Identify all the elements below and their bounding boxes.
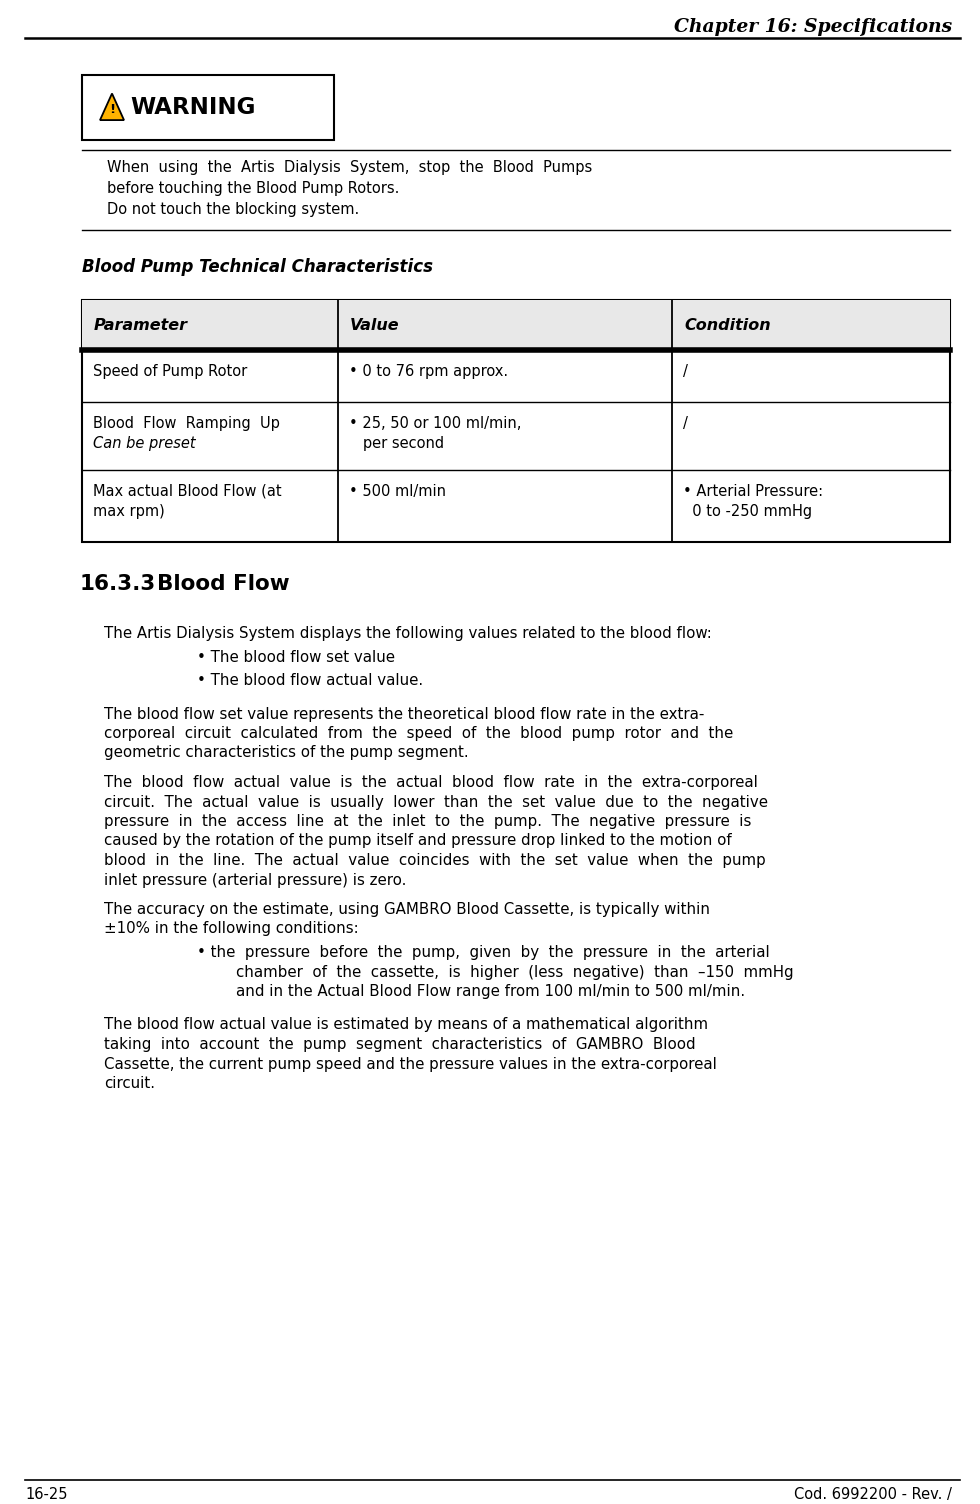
Text: pressure  in  the  access  line  at  the  inlet  to  the  pump.  The  negative  : pressure in the access line at the inlet… (104, 814, 752, 829)
Polygon shape (100, 93, 124, 120)
Text: circuit.: circuit. (104, 1075, 155, 1090)
Text: The blood flow set value represents the theoretical blood flow rate in the extra: The blood flow set value represents the … (104, 707, 705, 722)
Text: and in the Actual Blood Flow range from 100 ml/min to 500 ml/min.: and in the Actual Blood Flow range from … (217, 984, 745, 999)
Text: Blood Pump Technical Characteristics: Blood Pump Technical Characteristics (82, 259, 433, 277)
Text: before touching the Blood Pump Rotors.: before touching the Blood Pump Rotors. (107, 180, 400, 196)
Text: • Arterial Pressure:: • Arterial Pressure: (683, 484, 823, 499)
Text: !: ! (109, 102, 115, 116)
Text: Value: Value (350, 319, 400, 334)
Text: 16-25: 16-25 (25, 1487, 68, 1502)
Text: circuit.  The  actual  value  is  usually  lower  than  the  set  value  due  to: circuit. The actual value is usually low… (104, 794, 768, 809)
Text: WARNING: WARNING (130, 96, 256, 119)
Text: Cassette, the current pump speed and the pressure values in the extra-corporeal: Cassette, the current pump speed and the… (104, 1056, 717, 1071)
Text: chamber  of  the  cassette,  is  higher  (less  negative)  than  –150  mmHg: chamber of the cassette, is higher (less… (217, 964, 794, 979)
Text: Blood  Flow  Ramping  Up: Blood Flow Ramping Up (93, 417, 280, 432)
Text: • The blood flow actual value.: • The blood flow actual value. (197, 672, 423, 687)
Text: blood  in  the  line.  The  actual  value  coincides  with  the  set  value  whe: blood in the line. The actual value coin… (104, 853, 765, 868)
Text: Cod. 6992200 - Rev. /: Cod. 6992200 - Rev. / (794, 1487, 952, 1502)
Text: • 25, 50 or 100 ml/min,: • 25, 50 or 100 ml/min, (349, 417, 521, 432)
Text: Condition: Condition (684, 319, 770, 334)
Text: The  blood  flow  actual  value  is  the  actual  blood  flow  rate  in  the  ex: The blood flow actual value is the actua… (104, 775, 758, 790)
Text: max rpm): max rpm) (93, 504, 165, 519)
Text: corporeal  circuit  calculated  from  the  speed  of  the  blood  pump  rotor  a: corporeal circuit calculated from the sp… (104, 726, 733, 741)
Text: taking  into  account  the  pump  segment  characteristics  of  GAMBRO  Blood: taking into account the pump segment cha… (104, 1036, 696, 1051)
Text: The blood flow actual value is estimated by means of a mathematical algorithm: The blood flow actual value is estimated… (104, 1018, 709, 1033)
Text: Can be preset: Can be preset (93, 436, 196, 451)
Text: Blood Flow: Blood Flow (157, 575, 290, 594)
Text: /: / (683, 417, 688, 432)
Text: 16.3.3: 16.3.3 (80, 575, 156, 594)
Text: Max actual Blood Flow (at: Max actual Blood Flow (at (93, 484, 281, 499)
Text: ±10% in the following conditions:: ±10% in the following conditions: (104, 922, 359, 937)
Text: inlet pressure (arterial pressure) is zero.: inlet pressure (arterial pressure) is ze… (104, 872, 407, 887)
Text: When  using  the  Artis  Dialysis  System,  stop  the  Blood  Pumps: When using the Artis Dialysis System, st… (107, 159, 592, 174)
Bar (82, 299, 950, 541)
Text: Do not touch the blocking system.: Do not touch the blocking system. (107, 202, 360, 217)
Text: 0 to -250 mmHg: 0 to -250 mmHg (683, 504, 812, 519)
Text: caused by the rotation of the pump itself and pressure drop linked to the motion: caused by the rotation of the pump itsel… (104, 833, 732, 848)
Bar (82, 299, 950, 350)
Text: • 500 ml/min: • 500 ml/min (349, 484, 446, 499)
Text: per second: per second (349, 436, 444, 451)
Text: Parameter: Parameter (94, 319, 188, 334)
Text: /: / (683, 364, 688, 379)
Text: • The blood flow set value: • The blood flow set value (197, 650, 395, 665)
Text: Chapter 16: Specifications: Chapter 16: Specifications (674, 18, 952, 36)
Text: geometric characteristics of the pump segment.: geometric characteristics of the pump se… (104, 746, 468, 761)
Text: • 0 to 76 rpm approx.: • 0 to 76 rpm approx. (349, 364, 508, 379)
Text: The Artis Dialysis System displays the following values related to the blood flo: The Artis Dialysis System displays the f… (104, 626, 711, 641)
Text: The accuracy on the estimate, using GAMBRO Blood Cassette, is typically within: The accuracy on the estimate, using GAMB… (104, 902, 710, 917)
Bar (82, 75, 334, 140)
Text: • the  pressure  before  the  pump,  given  by  the  pressure  in  the  arterial: • the pressure before the pump, given by… (197, 945, 769, 960)
Text: Speed of Pump Rotor: Speed of Pump Rotor (93, 364, 247, 379)
